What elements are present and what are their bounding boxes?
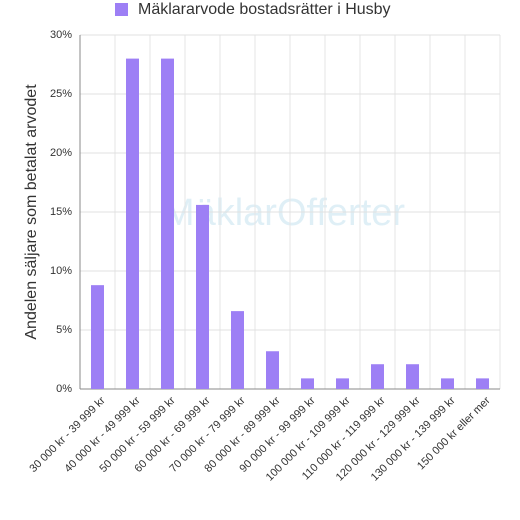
y-tick-label: 20%: [50, 147, 72, 159]
bar: [161, 58, 174, 389]
bar: [91, 285, 104, 389]
bar: [441, 378, 454, 389]
bar: [126, 58, 139, 389]
legend-label: Mäklararvode bostadsrätter i Husby: [138, 1, 391, 18]
legend-swatch: [115, 3, 128, 16]
bar: [266, 351, 279, 389]
y-tick-label: 10%: [50, 265, 72, 277]
bar: [196, 204, 209, 389]
bar: [231, 311, 244, 389]
bar: [301, 378, 314, 389]
bar: [371, 364, 384, 389]
y-tick-label: 30%: [50, 29, 72, 41]
y-tick-label: 25%: [50, 88, 72, 100]
y-axis-label: Andelen säljare som betalat arvodet: [23, 84, 40, 340]
y-tick-label: 15%: [50, 206, 72, 218]
bar: [406, 364, 419, 389]
y-tick-label: 0%: [56, 383, 72, 395]
bar: [336, 378, 349, 389]
bar: [476, 378, 489, 389]
y-tick-label: 5%: [56, 324, 72, 336]
